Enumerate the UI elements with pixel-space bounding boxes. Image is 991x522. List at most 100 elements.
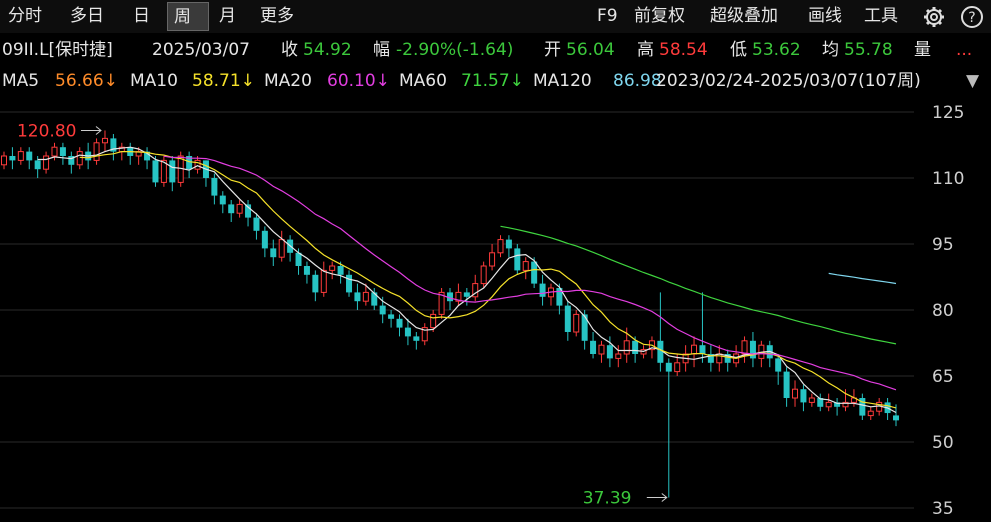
dropdown-arrow-icon[interactable]: ▼ bbox=[966, 71, 980, 91]
candle bbox=[253, 213, 260, 240]
candle bbox=[808, 393, 815, 407]
candle-body bbox=[590, 340, 597, 354]
ma-legend: MA5 56.66↓ MA10 58.71↓ MA20 60.10↓ MA60 … bbox=[0, 66, 991, 96]
candle bbox=[657, 292, 664, 372]
candle bbox=[749, 332, 756, 368]
low-value: 53.62 bbox=[752, 40, 801, 60]
high-arrow bbox=[80, 126, 102, 135]
candle-body bbox=[497, 239, 504, 254]
candle-body bbox=[632, 340, 639, 354]
candle-body bbox=[379, 305, 386, 315]
candle bbox=[531, 257, 538, 288]
tab-more[interactable]: 更多 bbox=[260, 6, 294, 26]
candle-body bbox=[160, 159, 167, 183]
ma60-value: 71.57↓ bbox=[461, 71, 524, 91]
candle bbox=[800, 384, 807, 412]
change-value: -2.90%(-1.64) bbox=[396, 40, 514, 60]
high-value: 58.54 bbox=[659, 40, 708, 60]
candle-body bbox=[320, 269, 327, 293]
candle bbox=[101, 130, 108, 152]
candle bbox=[261, 226, 268, 258]
candle-body bbox=[404, 327, 411, 337]
more-indicator[interactable]: ... bbox=[956, 40, 973, 60]
candle-body bbox=[531, 261, 538, 284]
y-tick-label: 95 bbox=[932, 235, 954, 255]
candle-body bbox=[817, 398, 824, 407]
tab-month[interactable]: 月 bbox=[219, 6, 236, 26]
ma10-line bbox=[79, 151, 897, 409]
candle bbox=[396, 314, 403, 337]
tab-multi-day[interactable]: 多日 bbox=[70, 6, 104, 26]
candle-body bbox=[674, 362, 681, 373]
gear-icon[interactable] bbox=[922, 5, 946, 29]
candle bbox=[741, 336, 748, 363]
candle bbox=[615, 345, 622, 368]
candle bbox=[893, 404, 899, 427]
quote-bar: 09II.L[保时捷] 2025/03/07 收 54.92 幅 -2.90%(… bbox=[0, 35, 991, 65]
candle-body bbox=[522, 261, 529, 271]
moving-average-lines bbox=[37, 146, 897, 414]
tab-week[interactable]: 周 bbox=[167, 2, 209, 31]
volume-label: 量 bbox=[914, 40, 931, 60]
candle bbox=[665, 358, 672, 498]
candle-body bbox=[472, 283, 479, 298]
grid bbox=[0, 111, 914, 509]
super-overlay-button[interactable]: 超级叠加 bbox=[710, 6, 778, 26]
candle-body bbox=[421, 327, 428, 342]
candle bbox=[522, 257, 529, 280]
candle-body bbox=[800, 389, 807, 403]
candle-body bbox=[455, 291, 462, 302]
y-tick-label: 80 bbox=[932, 301, 954, 321]
tab-intraday[interactable]: 分时 bbox=[8, 6, 42, 26]
candle bbox=[76, 147, 83, 170]
y-tick-label: 35 bbox=[932, 499, 954, 519]
candle-body bbox=[278, 239, 285, 258]
candle bbox=[388, 310, 395, 328]
ma5-line bbox=[37, 146, 897, 414]
candle bbox=[480, 261, 487, 288]
candle-body bbox=[354, 292, 361, 302]
draw-line-button[interactable]: 画线 bbox=[808, 6, 842, 26]
ma120-line bbox=[828, 272, 897, 285]
candle bbox=[547, 283, 554, 306]
candle bbox=[413, 332, 420, 350]
y-tick-label: 50 bbox=[932, 433, 954, 453]
candle bbox=[472, 274, 479, 302]
candle bbox=[514, 244, 521, 275]
candle bbox=[236, 200, 243, 218]
ma20-label: MA20 bbox=[264, 71, 312, 91]
help-icon[interactable]: ? bbox=[960, 5, 984, 29]
candle-body bbox=[9, 156, 16, 161]
candle bbox=[724, 349, 731, 372]
forward-adjust-button[interactable]: 前复权 bbox=[634, 6, 685, 26]
candle bbox=[245, 200, 252, 227]
candle-body bbox=[337, 266, 344, 275]
high-label: 高 bbox=[637, 40, 654, 60]
candle-body bbox=[463, 292, 470, 297]
candle-body bbox=[194, 159, 201, 170]
candle-body bbox=[615, 353, 622, 359]
f9-button[interactable]: F9 bbox=[597, 6, 618, 26]
candle bbox=[505, 235, 512, 258]
candle-body bbox=[430, 313, 437, 329]
candle bbox=[632, 336, 639, 363]
candle-body bbox=[413, 336, 420, 341]
tools-button[interactable]: 工具 bbox=[864, 6, 898, 26]
candle-body bbox=[623, 340, 630, 355]
candle bbox=[497, 235, 504, 258]
candle-body bbox=[312, 274, 319, 293]
candle-body bbox=[539, 283, 546, 297]
candle bbox=[186, 151, 193, 178]
low-annotation: 37.39 bbox=[583, 488, 632, 508]
tab-day[interactable]: 日 bbox=[133, 6, 150, 26]
candle-body bbox=[893, 415, 899, 421]
ma5-value: 56.66↓ bbox=[55, 71, 118, 91]
y-axis: 125 110 95 80 65 50 35 bbox=[932, 103, 964, 519]
quote-date: 2025/03/07 bbox=[152, 40, 250, 60]
candle bbox=[194, 156, 201, 174]
ma60-label: MA60 bbox=[399, 71, 447, 91]
stock-symbol: 09II.L[保时捷] bbox=[2, 40, 113, 60]
candle-body bbox=[93, 142, 100, 161]
candle-body bbox=[867, 410, 874, 417]
change-label: 幅 bbox=[373, 40, 390, 60]
